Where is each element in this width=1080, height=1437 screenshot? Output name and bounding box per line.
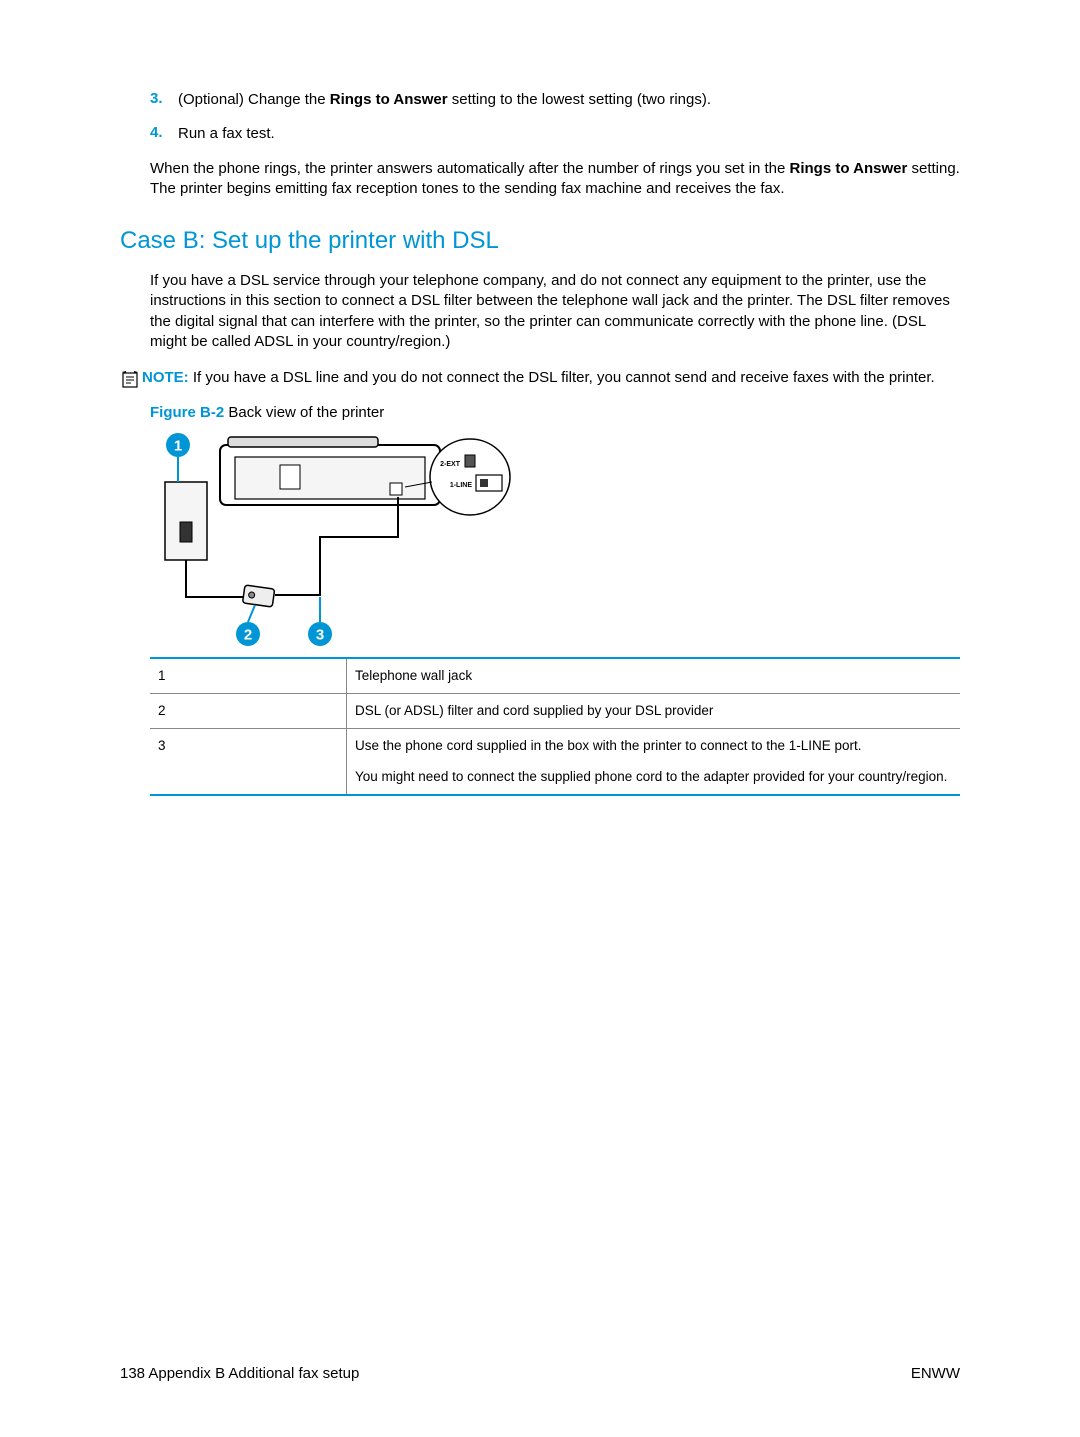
- table-row: 1 Telephone wall jack: [150, 658, 960, 694]
- svg-text:2-EXT: 2-EXT: [440, 461, 461, 468]
- intro-paragraph: If you have a DSL service through your t…: [150, 271, 960, 352]
- page-footer: 138 Appendix B Additional fax setup ENWW: [120, 1365, 960, 1382]
- list-text: (Optional) Change the Rings to Answer se…: [178, 90, 960, 110]
- list-item-3: 3. (Optional) Change the Rings to Answer…: [150, 90, 960, 110]
- list-number: 4.: [150, 124, 178, 144]
- result-paragraph: When the phone rings, the printer answer…: [150, 159, 960, 200]
- note-block: NOTE: If you have a DSL line and you do …: [120, 368, 960, 390]
- note-label: NOTE:: [142, 369, 189, 386]
- list-text: Run a fax test.: [178, 124, 960, 144]
- table-row: 3 Use the phone cord supplied in the box…: [150, 729, 960, 795]
- table-cell-num: 1: [150, 658, 347, 694]
- printer-diagram: 2-EXT 1-LINE 1 2: [150, 427, 515, 647]
- figure-caption: Figure B-2 Back view of the printer: [150, 404, 960, 421]
- section-heading: Case B: Set up the printer with DSL: [120, 227, 960, 255]
- list-item-4: 4. Run a fax test.: [150, 124, 960, 144]
- table-cell-desc: Use the phone cord supplied in the box w…: [347, 729, 961, 795]
- svg-text:1-LINE: 1-LINE: [450, 482, 473, 489]
- svg-text:1: 1: [174, 438, 182, 455]
- reference-table: 1 Telephone wall jack 2 DSL (or ADSL) fi…: [150, 657, 960, 796]
- list-number: 3.: [150, 90, 178, 110]
- note-icon: [120, 368, 142, 390]
- svg-text:3: 3: [316, 627, 324, 644]
- table-cell-desc: Telephone wall jack: [347, 658, 961, 694]
- footer-left: 138 Appendix B Additional fax setup: [120, 1365, 359, 1382]
- svg-text:2: 2: [244, 627, 252, 644]
- note-text: NOTE: If you have a DSL line and you do …: [142, 368, 960, 388]
- table-cell-num: 2: [150, 694, 347, 729]
- table-cell-num: 3: [150, 729, 347, 795]
- table-row: 2 DSL (or ADSL) filter and cord supplied…: [150, 694, 960, 729]
- table-cell-desc: DSL (or ADSL) filter and cord supplied b…: [347, 694, 961, 729]
- footer-right: ENWW: [911, 1365, 960, 1382]
